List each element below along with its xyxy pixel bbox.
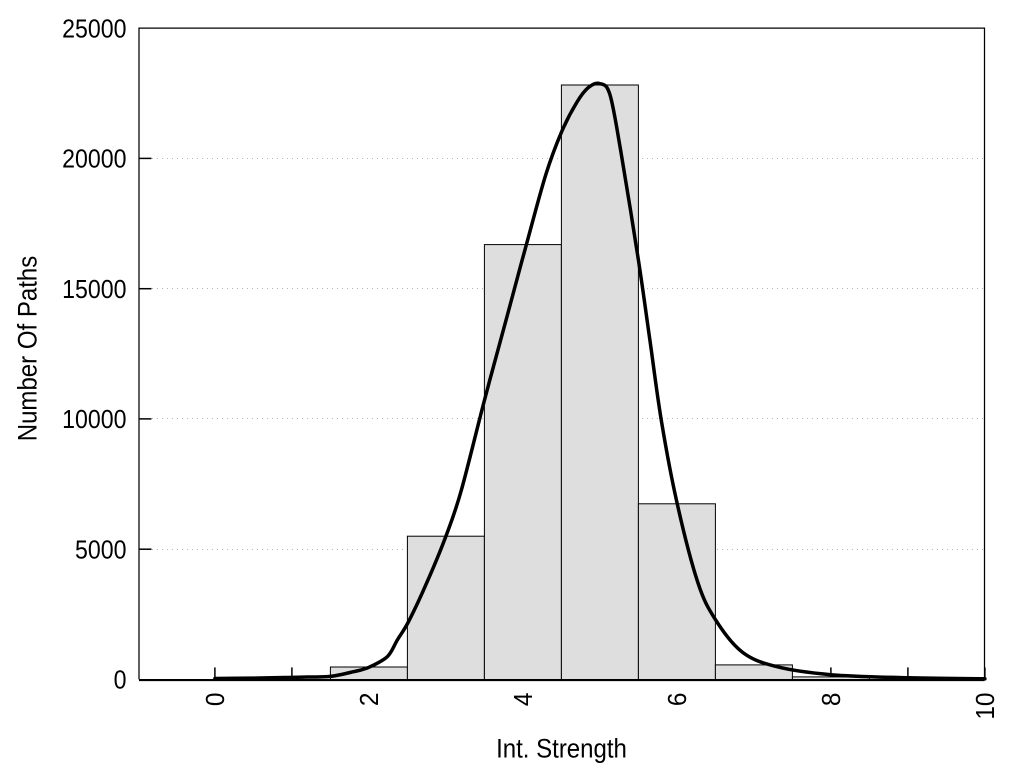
svg-text:15000: 15000 [62,276,126,305]
svg-text:0: 0 [114,667,127,696]
svg-text:10: 10 [971,693,1000,720]
svg-text:10000: 10000 [62,406,126,435]
svg-text:6: 6 [663,693,692,707]
svg-text:20000: 20000 [62,145,126,174]
svg-text:0: 0 [201,693,230,707]
svg-text:4: 4 [509,693,538,707]
svg-text:2: 2 [355,693,384,707]
svg-text:Number Of Paths: Number Of Paths [13,256,43,442]
svg-text:Int. Strength: Int. Strength [496,734,627,764]
svg-text:25000: 25000 [62,15,126,44]
svg-text:8: 8 [817,693,846,707]
svg-text:5000: 5000 [75,536,126,565]
